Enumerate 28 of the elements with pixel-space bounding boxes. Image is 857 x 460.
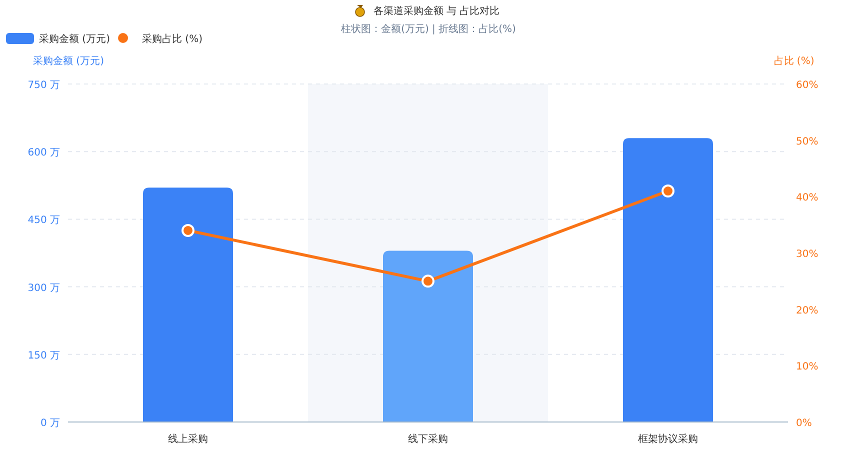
y-tick-label: 0 万 <box>40 418 60 429</box>
x-tick-label: 线下采购 <box>408 433 448 445</box>
bar <box>623 138 713 422</box>
point <box>182 224 194 237</box>
y2-tick-label: 20% <box>796 305 818 316</box>
y-tick-label: 150 万 <box>28 350 60 362</box>
y2-tick-label: 0% <box>796 418 812 429</box>
bar <box>143 188 233 422</box>
chart-subtitle: 柱状图：金额(万元) | 折线图：占比(%) <box>341 23 516 35</box>
y-axis-title: 采购金额 (万元) <box>33 55 104 67</box>
chart-title: 各渠道采购金额 与 占比对比 <box>373 5 500 17</box>
legend-label: 采购金额 (万元) <box>39 33 110 45</box>
y-tick-label: 600 万 <box>28 148 60 159</box>
y2-tick-label: 40% <box>796 192 818 204</box>
legend-label: 采购占比 (%) <box>142 33 203 45</box>
y-tick-label: 750 万 <box>28 80 60 91</box>
x-tick-label: 框架协议采购 <box>638 433 698 445</box>
y2-tick-label: 30% <box>796 249 818 260</box>
point <box>422 274 434 288</box>
bar <box>383 250 473 422</box>
y2-axis-title: 占比 (%) <box>774 55 814 67</box>
y2-tick-label: 10% <box>796 362 818 373</box>
y-tick-label: 300 万 <box>28 282 60 294</box>
x-tick-label: 线上采购 <box>168 433 208 445</box>
y2-tick-label: 60% <box>796 80 818 91</box>
point <box>662 184 674 198</box>
y-tick-label: 450 万 <box>28 215 60 226</box>
y2-tick-label: 50% <box>796 136 818 148</box>
